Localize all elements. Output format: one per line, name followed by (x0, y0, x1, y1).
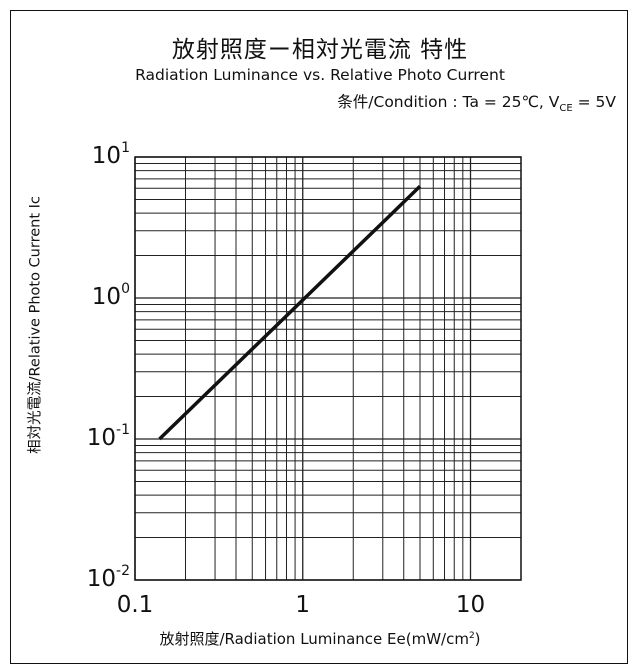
plot-border (134, 156, 522, 581)
condition-sub: CE (559, 103, 573, 115)
x-axis-label-main: 放射照度/Radiation Luminance Ee(mW/cm (159, 630, 469, 648)
chart-condition: 条件/Condition : Ta = 25℃, VCE = 5V (337, 90, 616, 114)
y-tick-label: 10-2 (87, 563, 130, 592)
chart-frame (10, 10, 628, 664)
chart-title-en: Radiation Luminance vs. Relative Photo C… (135, 66, 505, 84)
y-axis-label: 相対光電流/Relative Photo Current Ic (27, 196, 44, 454)
y-tick-label: 100 (92, 281, 130, 310)
y-tick-label: 10-1 (87, 422, 130, 451)
series-line (158, 185, 422, 441)
y-tick-label: 101 (92, 140, 130, 169)
x-axis-label: 放射照度/Radiation Luminance Ee(mW/cm2) (0, 628, 640, 649)
condition-prefix: 条件/Condition : Ta = 25℃, V (337, 93, 560, 111)
x-axis-label-close: ) (474, 630, 481, 648)
chart-title-jp: 放射照度ー相対光電流 特性 (171, 37, 469, 63)
chart-grid (134, 156, 522, 581)
chart-series (158, 185, 422, 441)
x-tick-label: 1 (295, 592, 310, 618)
condition-suffix: = 5V (572, 93, 616, 111)
chart-tick-labels: 0.1 1 10 101 100 10-1 10-2 (87, 140, 485, 618)
x-axis-label-sup: 2 (468, 631, 475, 641)
x-tick-label: 0.1 (117, 592, 154, 618)
x-tick-label: 10 (456, 592, 485, 618)
